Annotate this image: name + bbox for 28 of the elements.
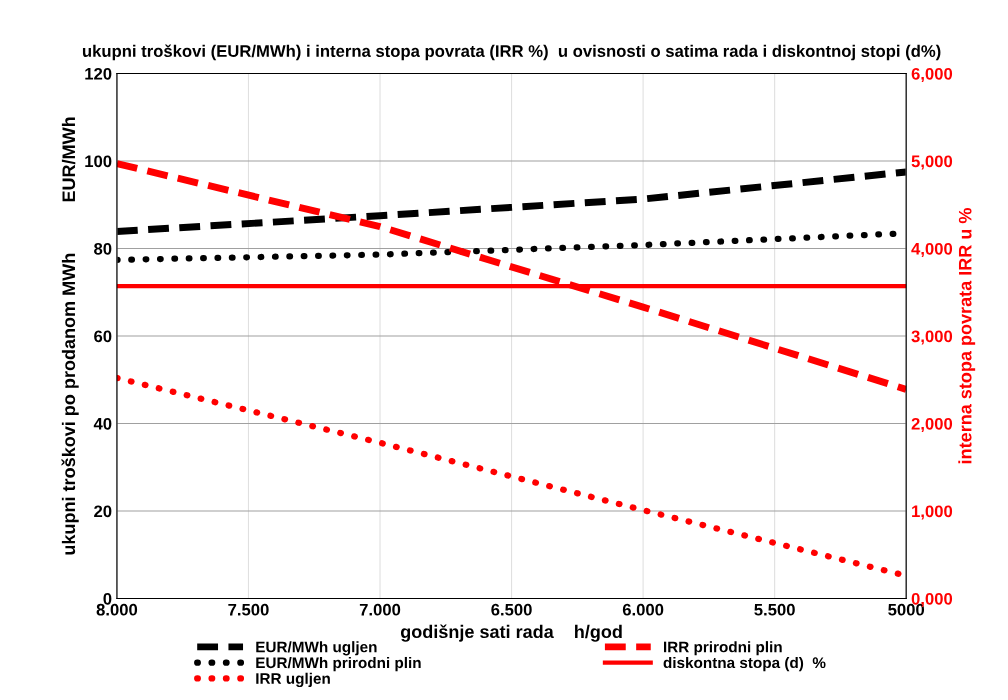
x-tick-label: 7.000 bbox=[359, 603, 401, 616]
x-tick-label: 6.500 bbox=[491, 603, 532, 616]
y-tick-label: 120 bbox=[85, 67, 112, 80]
x-tick-label: 6.000 bbox=[622, 603, 664, 616]
y2-tick-label: 1,000 bbox=[912, 505, 953, 520]
y2-tick-label: 6,000 bbox=[911, 67, 953, 83]
x-tick-label: 8.000 bbox=[96, 603, 138, 616]
y2-tick-label: 5,000 bbox=[911, 155, 953, 170]
legend-label: EUR/MWh ugljen bbox=[256, 641, 377, 656]
x-tick-label: 7.500 bbox=[228, 603, 269, 616]
y2-tick-label: 3,000 bbox=[911, 330, 953, 345]
legend-label: EUR/MWh prirodni plin bbox=[256, 656, 421, 672]
x-axis-title: godišnje sati rada h/god bbox=[400, 624, 622, 642]
legend-label: IRR prirodni plin bbox=[663, 641, 782, 656]
y2-axis-title: interna stopa povrata IRR u % bbox=[958, 208, 976, 464]
y-tick-label: 20 bbox=[94, 505, 112, 518]
y-axis-title: ukupni troškovi po prodanom MWh EUR/MWh bbox=[61, 117, 79, 555]
chart-title: ukupni troškovi (EUR/MWh) i interna stopa povrata (IRR %) u ovisnosti o satima rada i diskontnoj stopi (d%) bbox=[82, 44, 941, 61]
y2-tick-label: 2,000 bbox=[911, 417, 953, 433]
y-tick-label: 80 bbox=[94, 242, 112, 255]
legend-label: diskontna stopa (d) % bbox=[663, 656, 826, 672]
y2-tick-label: 4,000 bbox=[911, 242, 953, 258]
legend-label: IRR ugljen bbox=[256, 672, 330, 688]
x-tick-label: 5.500 bbox=[754, 603, 795, 616]
y-tick-label: 40 bbox=[93, 417, 112, 430]
y-tick-label: 100 bbox=[85, 155, 112, 168]
y-tick-label: 0 bbox=[103, 592, 112, 605]
y-tick-label: 60 bbox=[94, 330, 112, 343]
